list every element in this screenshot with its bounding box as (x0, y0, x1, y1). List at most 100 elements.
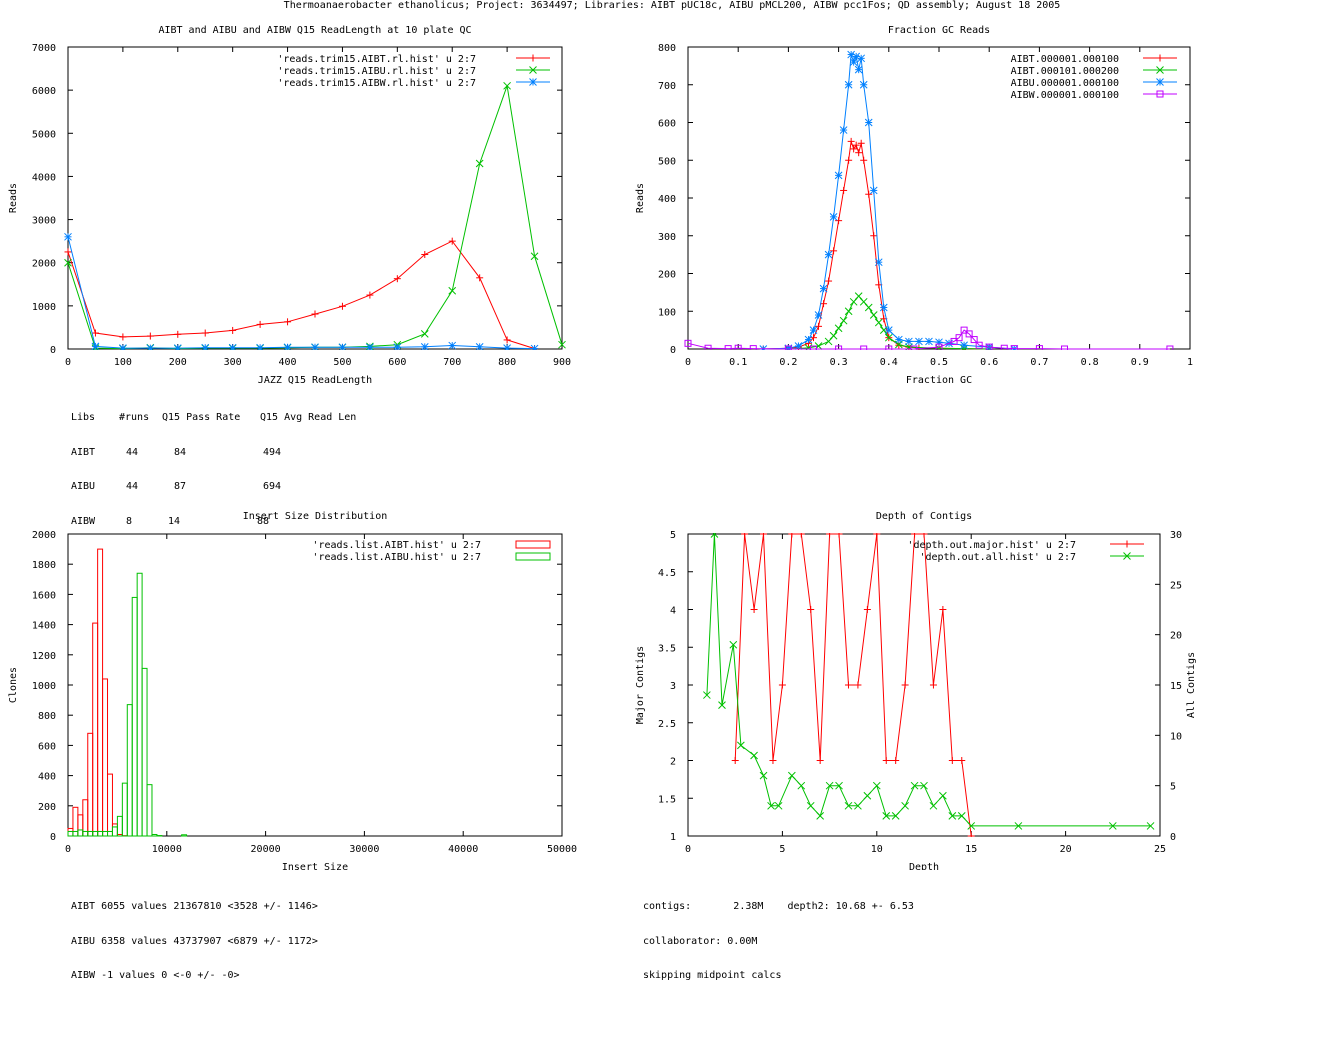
series-line (67, 236, 535, 350)
point-marker (718, 701, 726, 709)
point-marker (759, 771, 768, 780)
legend-label: 'reads.trim15.AIBT.rl.hist' u 2:7 (277, 54, 476, 65)
bar (107, 830, 113, 837)
series-line (687, 329, 1170, 350)
point-marker (884, 333, 893, 342)
x-tick-label: 0.6 (980, 357, 998, 368)
legend-label: AIBW.000001.000100 (1011, 90, 1119, 101)
x-tick-label: 100 (114, 357, 132, 368)
point-marker (839, 126, 848, 134)
point-marker (202, 343, 210, 350)
y2-tick-label: 0 (1170, 832, 1176, 843)
series-3 (759, 50, 1019, 350)
chart-title: Fraction GC Reads (888, 25, 990, 36)
point-marker (825, 781, 834, 790)
point-marker (1012, 345, 1019, 350)
point-marker (854, 292, 863, 301)
point-marker (844, 801, 853, 810)
point-marker (894, 335, 903, 344)
x-tick-label: 400 (279, 357, 297, 368)
point-marker (703, 691, 711, 699)
legend-label: 'reads.trim15.AIBU.rl.hist' u 2:7 (277, 66, 476, 77)
point-marker (960, 341, 968, 350)
point-marker (874, 318, 883, 327)
y-tick-label: 6000 (32, 86, 56, 97)
point-marker (829, 331, 838, 340)
bar (131, 596, 138, 837)
x-axis-label: Depth (909, 862, 939, 870)
y-tick-label: 1200 (32, 651, 56, 662)
point-marker (939, 791, 947, 800)
point-marker (814, 342, 823, 350)
x-tick-label: 0 (685, 844, 691, 855)
point-marker (504, 344, 511, 350)
series-2 (703, 533, 1155, 830)
point-marker (558, 340, 566, 349)
point-marker (804, 344, 812, 350)
point-marker (894, 340, 903, 349)
point-marker (935, 344, 942, 350)
point-marker (874, 258, 883, 267)
y2-tick-label: 5 (1170, 782, 1176, 793)
plot-frame (67, 46, 563, 350)
series-line (763, 141, 990, 350)
stats-row: AIBW 8 14 88 (71, 515, 270, 527)
point-marker (797, 781, 806, 790)
chart-title: AIBT and AIBU and AIBW Q15 ReadLength at… (158, 25, 471, 36)
point-marker (1156, 90, 1164, 98)
y-tick-label: 2000 (32, 530, 56, 541)
series-1 (731, 533, 975, 837)
y-tick-label: 200 (38, 802, 56, 813)
x-tick-label: 800 (498, 357, 516, 368)
point-marker (785, 344, 793, 350)
stats-header-row: Libs #runs Q15 Pass Rate Q15 Avg Read Len (71, 412, 357, 423)
point-marker (420, 342, 429, 350)
series-line (763, 54, 1015, 350)
y2-tick-label: 25 (1170, 580, 1182, 591)
point-marker (869, 186, 878, 195)
point-marker (761, 345, 768, 350)
x-tick-label: 0 (65, 357, 71, 368)
point-marker (935, 338, 943, 347)
point-marker (475, 342, 484, 350)
point-marker (774, 801, 783, 810)
point-marker (854, 801, 862, 810)
point-marker (797, 781, 806, 790)
bar (111, 823, 118, 837)
x-tick-label: 0.2 (779, 357, 797, 368)
point-marker (1000, 344, 1008, 350)
point-marker (784, 345, 791, 350)
legend-label: AIBU.000001.000100 (1011, 78, 1119, 89)
series-1 (759, 137, 993, 350)
bar (97, 548, 104, 837)
point-marker (759, 345, 766, 350)
point-marker (849, 297, 858, 306)
point-marker (475, 159, 484, 168)
point-marker (960, 326, 968, 334)
series-1 (67, 548, 128, 837)
y-tick-label: 0 (50, 832, 56, 843)
point-marker (852, 52, 861, 61)
point-marker (1146, 822, 1155, 830)
y-tick-label: 2000 (32, 259, 56, 270)
x-tick-label: 700 (443, 357, 461, 368)
point-marker (879, 303, 888, 312)
insert-stat-line: AIBU 6358 values 43737907 <6879 +/- 1172… (71, 935, 318, 947)
point-marker (882, 812, 891, 820)
x-tick-label: 5 (779, 844, 785, 855)
point-marker (854, 801, 862, 810)
point-marker (849, 297, 858, 306)
point-marker (824, 337, 833, 346)
point-marker (784, 344, 791, 350)
y-tick-label: 400 (38, 772, 56, 783)
point-marker (844, 801, 853, 810)
y2-tick-label: 10 (1170, 731, 1182, 742)
series-line (67, 240, 535, 350)
point-marker (929, 801, 938, 810)
stats-row: AIBT 44 84 494 (71, 446, 282, 458)
point-marker (749, 345, 757, 350)
point-marker (844, 80, 853, 89)
x-tick-label: 0.3 (830, 357, 848, 368)
point-marker (1146, 822, 1155, 830)
